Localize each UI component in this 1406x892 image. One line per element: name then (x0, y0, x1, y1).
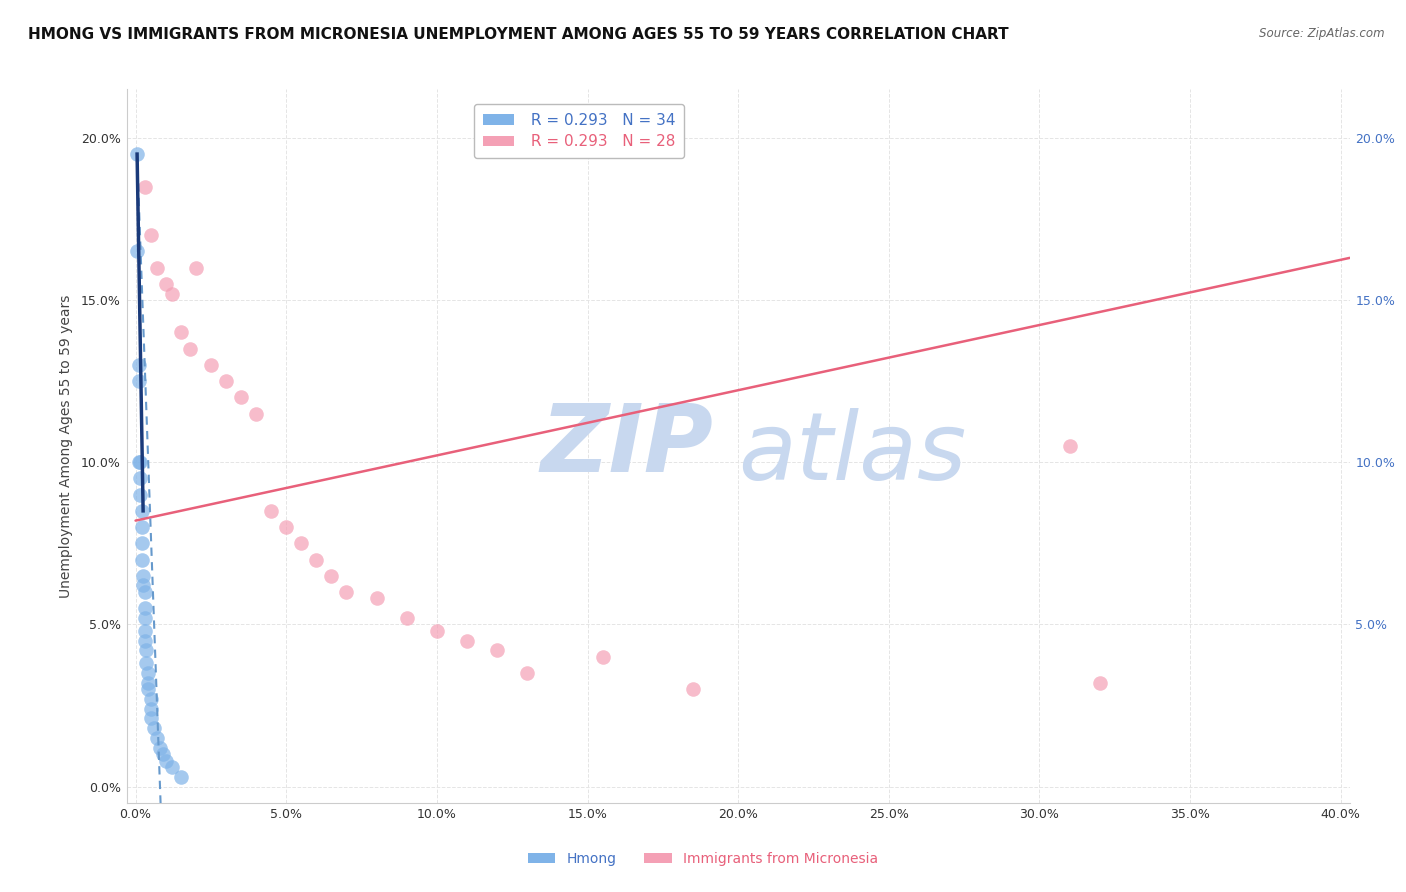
Point (1059, 439, 1081, 453)
Y-axis label: Unemployment Among Ages 55 to 59 years: Unemployment Among Ages 55 to 59 years (59, 294, 73, 598)
Point (136, 675, 159, 690)
Point (366, 591, 388, 606)
Point (134, 611, 156, 625)
Point (245, 407, 267, 421)
Point (592, 649, 614, 664)
Legend:  R = 0.293   N = 34,  R = 0.293   N = 28: R = 0.293 N = 34, R = 0.293 N = 28 (474, 104, 685, 159)
Point (128, 455, 150, 469)
Point (305, 552, 328, 566)
Point (321, 568, 343, 582)
Point (142, 721, 165, 735)
Point (132, 578, 155, 592)
Point (149, 740, 172, 755)
Point (486, 643, 509, 657)
Text: HMONG VS IMMIGRANTS FROM MICRONESIA UNEMPLOYMENT AMONG AGES 55 TO 59 YEARS CORRE: HMONG VS IMMIGRANTS FROM MICRONESIA UNEM… (28, 27, 1008, 42)
Point (160, 760, 183, 774)
Point (426, 624, 449, 638)
Point (131, 504, 153, 518)
Point (132, 568, 155, 582)
Point (170, 326, 193, 340)
Point (1088, 675, 1111, 690)
Point (128, 374, 150, 388)
Point (179, 342, 201, 356)
Point (145, 260, 167, 275)
Point (139, 711, 162, 725)
Point (184, 260, 207, 275)
Point (139, 702, 162, 716)
Point (135, 643, 157, 657)
Point (134, 624, 156, 638)
Point (456, 633, 478, 648)
Point (134, 601, 156, 615)
Point (335, 585, 357, 599)
Point (516, 666, 538, 681)
Point (145, 731, 167, 745)
Point (136, 666, 159, 681)
Point (155, 754, 177, 768)
Point (131, 536, 153, 550)
Point (129, 471, 152, 485)
Point (131, 552, 153, 566)
Point (128, 358, 150, 372)
Text: Source: ZipAtlas.com: Source: ZipAtlas.com (1260, 27, 1385, 40)
Point (160, 286, 183, 301)
Text: ZIP: ZIP (541, 400, 714, 492)
Point (260, 504, 283, 518)
Point (134, 179, 156, 194)
Point (129, 455, 152, 469)
Point (135, 657, 157, 671)
Point (229, 390, 252, 404)
Point (682, 682, 704, 697)
Point (139, 228, 162, 243)
Point (127, 244, 148, 259)
Point (139, 692, 162, 706)
Point (290, 536, 312, 550)
Point (134, 633, 156, 648)
Point (200, 358, 222, 372)
Point (134, 585, 156, 599)
Point (152, 747, 174, 761)
Point (155, 277, 177, 291)
Point (276, 520, 298, 534)
Legend: Hmong, Immigrants from Micronesia: Hmong, Immigrants from Micronesia (522, 847, 884, 871)
Point (127, 147, 148, 161)
Text: atlas: atlas (738, 408, 966, 499)
Point (170, 770, 193, 784)
Point (131, 520, 153, 534)
Point (129, 488, 152, 502)
Point (136, 682, 159, 697)
Point (395, 611, 418, 625)
Point (215, 374, 238, 388)
